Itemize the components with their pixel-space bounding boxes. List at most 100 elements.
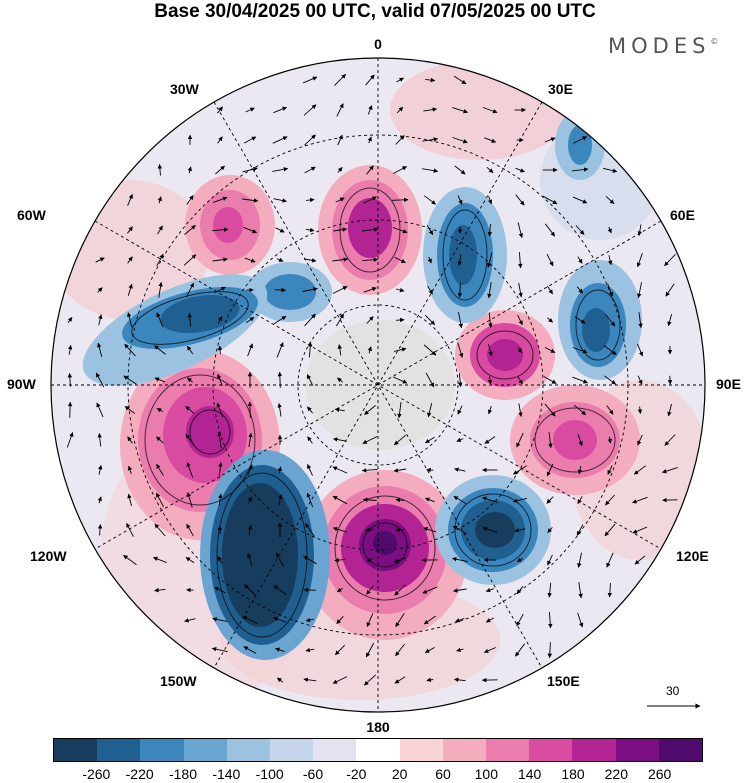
wind-vector	[127, 256, 133, 264]
wind-vector	[217, 136, 223, 144]
wind-vector	[275, 552, 285, 568]
wind-vector	[366, 165, 374, 175]
wind-vector	[608, 255, 613, 266]
wind-vector	[242, 615, 258, 625]
wind-vector	[362, 257, 379, 262]
wind-vector	[363, 196, 377, 204]
wind-vector	[576, 524, 584, 536]
wind-vector	[187, 377, 193, 383]
wind-vector	[363, 674, 377, 686]
wind-vector	[217, 431, 222, 448]
wind-vector	[307, 463, 313, 476]
wind-vector	[156, 312, 164, 328]
wind-vector	[395, 497, 405, 503]
lon-label-150e: 150E	[547, 673, 580, 689]
wind-vector	[247, 401, 253, 418]
wind-vector	[607, 226, 612, 234]
wind-vector	[482, 526, 498, 533]
wind-vector	[638, 312, 643, 329]
colorbar-tick-label: -220	[125, 766, 154, 782]
wind-vector	[363, 287, 377, 293]
wind-vector	[394, 676, 406, 684]
wind-vector	[667, 314, 673, 327]
wind-vector	[126, 522, 134, 537]
wind-vector	[124, 405, 136, 415]
wind-vector	[95, 372, 105, 388]
wind-vector	[97, 432, 102, 447]
lon-label-0: 0	[374, 36, 382, 52]
wind-vector	[337, 134, 343, 146]
wind-vector	[217, 525, 223, 535]
wind-vector	[634, 555, 646, 565]
wind-vector	[245, 107, 255, 113]
wind-vector	[423, 527, 437, 533]
wind-vector	[453, 75, 467, 85]
wind-vector	[424, 647, 435, 653]
wind-vector	[547, 554, 553, 566]
colorbar-tick-label: 180	[561, 766, 585, 782]
lon-label-60e: 60E	[670, 207, 695, 223]
wind-vector	[397, 402, 402, 419]
wind-vector	[484, 137, 497, 143]
wind-vector	[637, 282, 643, 299]
wind-vector	[517, 314, 523, 326]
wind-vector	[637, 434, 643, 446]
wind-vector	[606, 405, 614, 415]
wind-vector	[332, 676, 348, 684]
wind-vector	[516, 557, 524, 563]
wind-vector	[67, 316, 73, 323]
wind-vector	[457, 195, 463, 205]
colorbar-tick-label: 100	[474, 766, 499, 782]
wind-vector	[453, 588, 467, 593]
wind-vector	[333, 227, 348, 232]
antarctica	[305, 320, 455, 450]
wind-vector	[214, 586, 226, 594]
wind-vector	[452, 525, 468, 535]
wind-vector	[393, 347, 407, 352]
wind-vector	[393, 166, 407, 174]
wind-vector	[365, 74, 375, 86]
wind-vector	[187, 166, 193, 174]
wind-vector	[307, 436, 313, 444]
wind-vector	[245, 316, 255, 324]
wind-vector	[544, 223, 556, 237]
wind-vector	[661, 467, 678, 474]
map-border	[50, 57, 706, 713]
wind-vector	[577, 466, 583, 475]
wind-vector	[362, 436, 378, 444]
wind-vector	[487, 223, 493, 237]
wind-vector	[423, 344, 437, 356]
wind-vector	[457, 254, 462, 266]
wind-vector	[211, 646, 228, 653]
wind-vector	[218, 462, 223, 478]
wind-vector	[423, 615, 437, 625]
wind-vector	[457, 342, 464, 358]
wind-vector	[395, 135, 405, 145]
wind-vector	[518, 282, 523, 298]
wind-vector	[483, 647, 496, 653]
wind-vector	[336, 616, 344, 625]
wind-vector	[127, 493, 132, 507]
wind-vector	[273, 106, 288, 114]
wind-vector	[277, 402, 282, 417]
wind-vector	[424, 497, 435, 503]
lon-label-90e: 90E	[716, 376, 741, 392]
wind-vector	[154, 587, 166, 593]
wind-vector	[217, 373, 223, 386]
wind-vector	[156, 253, 164, 267]
wind-vector	[606, 552, 614, 568]
wind-vector	[366, 316, 374, 324]
wind-vector	[127, 465, 133, 475]
wind-vector	[574, 404, 587, 416]
wind-vector	[544, 137, 556, 143]
wind-vector	[186, 282, 194, 298]
wind-vector	[185, 433, 195, 447]
wind-vector	[156, 408, 164, 413]
colorbar-tick-label: 20	[391, 766, 408, 782]
wind-vector	[243, 646, 257, 654]
wind-vector	[457, 282, 463, 298]
wind-vector	[154, 377, 166, 383]
wind-vector	[243, 226, 258, 234]
wind-vector	[633, 465, 647, 475]
colorbar-segment	[572, 739, 616, 761]
